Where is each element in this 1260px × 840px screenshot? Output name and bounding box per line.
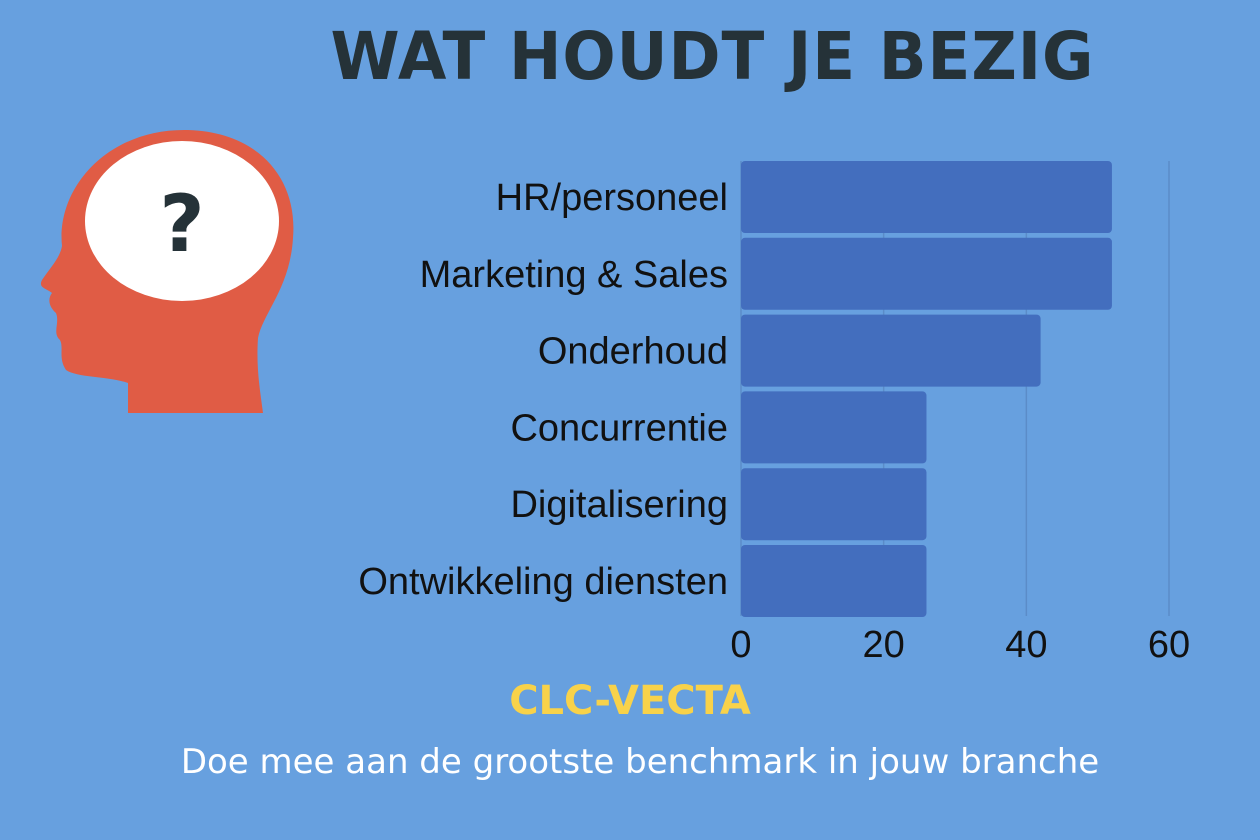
bar [741,237,1112,310]
thought-bubble [85,141,279,301]
bar [741,468,927,541]
x-tick-label: 20 [863,624,905,666]
page-title: WAT HOUDT JE BEZIG [330,18,1095,95]
category-label: Ontwikkeling diensten [358,561,728,603]
bar-chart: HR/personeel Marketing & Sales Onderhoud Co… [358,161,1190,666]
category-label: Concurrentie [510,407,728,449]
bar [741,545,927,617]
tagline: Doe mee aan de grootste benchmark in jou… [180,742,1100,782]
bar [741,161,1112,233]
head-question-icon: ? [40,129,294,413]
x-tick-label: 60 [1148,624,1190,666]
x-tick-label: 40 [1005,624,1047,666]
bar [741,314,1041,387]
category-label: HR/personeel [496,177,728,219]
category-label: Onderhoud [538,331,728,373]
category-label: Digitalisering [510,484,728,526]
x-tick-label: 0 [730,624,751,666]
category-label: Marketing & Sales [420,254,728,296]
bar [741,391,927,464]
question-mark: ? [159,180,204,270]
brand-name: CLC-VECTA [509,678,751,724]
